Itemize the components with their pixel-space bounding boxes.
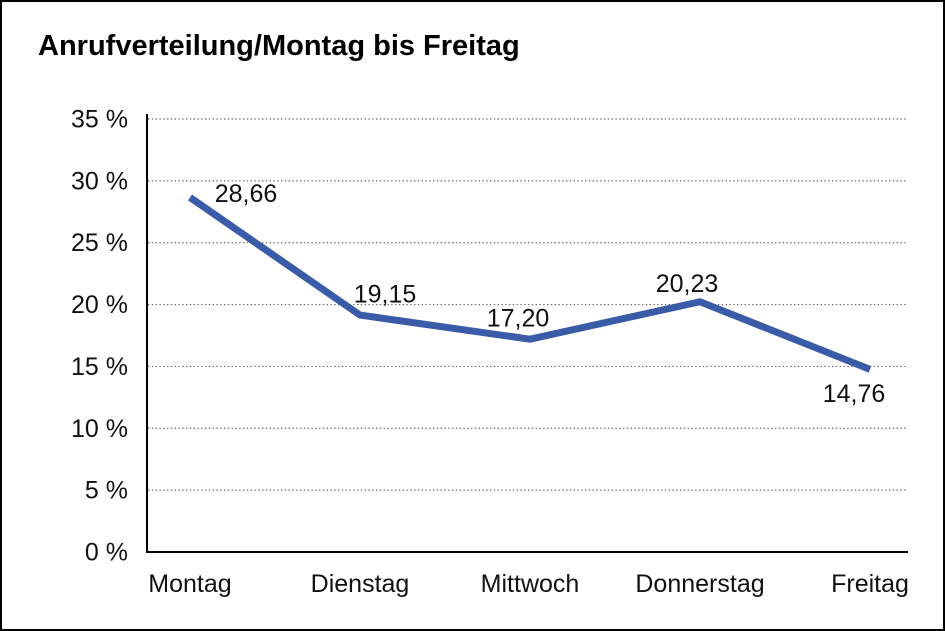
y-tick-label: 35 % — [71, 106, 128, 134]
y-tick-label: 0 % — [85, 539, 128, 567]
y-tick-label: 5 % — [85, 477, 128, 505]
data-series-line — [188, 194, 872, 373]
chart-title: Anrufverteilung/Montag bis Freitag — [38, 30, 520, 62]
x-category-label: Dienstag — [311, 570, 410, 598]
data-point-label: 14,76 — [823, 380, 886, 408]
y-tick-label: 15 % — [71, 353, 128, 381]
data-point-label: 19,15 — [354, 281, 417, 309]
x-category-label: Freitag — [831, 570, 909, 598]
data-point-label: 17,20 — [487, 305, 550, 333]
x-category-label: Montag — [148, 570, 231, 598]
y-tick-label: 20 % — [71, 291, 128, 319]
data-point-label: 20,23 — [656, 270, 719, 298]
x-category-label: Mittwoch — [481, 570, 580, 598]
x-category-label: Donnerstag — [635, 570, 764, 598]
y-tick-label: 25 % — [71, 229, 128, 257]
y-tick-label: 30 % — [71, 167, 128, 195]
data-point-label: 28,66 — [215, 180, 278, 208]
y-tick-label: 10 % — [71, 415, 128, 443]
